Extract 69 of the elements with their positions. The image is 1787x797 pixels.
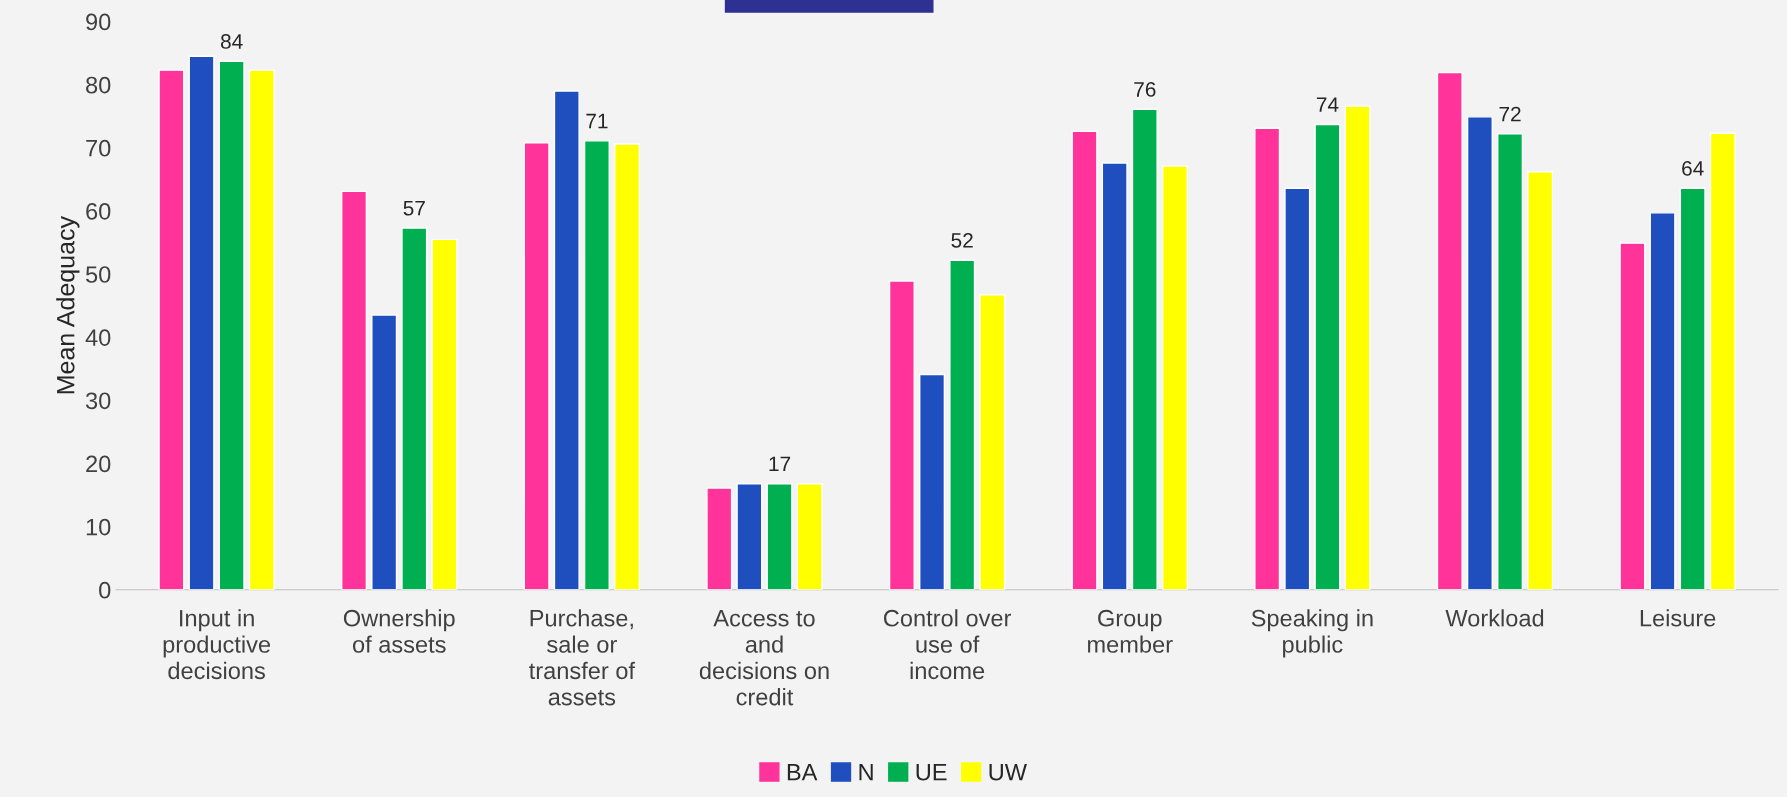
y-tick-label: 40 (85, 329, 111, 347)
data-label: 74 (1316, 97, 1339, 112)
bar (1101, 162, 1128, 590)
y-tick-label: 50 (85, 266, 111, 283)
bar (188, 55, 215, 590)
x-tick-label: Input in productive decisions (163, 609, 271, 680)
data-label: 52 (951, 232, 973, 248)
bar (1679, 187, 1706, 590)
legend-label: UE (916, 764, 947, 781)
y-tick-label: 90 (86, 13, 111, 31)
bar (1254, 127, 1281, 590)
bar (1071, 130, 1098, 590)
bar (1497, 133, 1524, 590)
x-tick-label: Leisure (1640, 609, 1716, 627)
legend-label: UW (989, 764, 1027, 781)
bar (1161, 165, 1188, 590)
bar (523, 142, 550, 590)
y-tick-label: 60 (86, 203, 111, 220)
x-tick-label: Speaking in public (1251, 609, 1373, 658)
x-tick-label: Access to and decisions on credit (699, 610, 829, 706)
bar (583, 140, 610, 590)
bar (1344, 105, 1371, 590)
bar (158, 69, 185, 590)
y-tick-label: 10 (86, 518, 111, 536)
bar (1709, 132, 1736, 590)
data-label: 64 (1682, 161, 1704, 176)
x-tick-label: Group member (1088, 609, 1173, 653)
bar (431, 238, 458, 590)
data-label: 57 (403, 201, 425, 216)
y-axis-title: Mean Adequacy (56, 216, 80, 394)
x-tick-label: Ownership of assets (343, 609, 455, 653)
bar (1466, 116, 1493, 590)
bar (218, 60, 245, 590)
bar (1314, 123, 1341, 590)
y-tick-label: 20 (86, 455, 111, 473)
data-label: 84 (220, 34, 243, 49)
bar (248, 69, 275, 590)
bar (796, 483, 823, 590)
bar (1527, 171, 1554, 590)
bar (614, 143, 641, 590)
bar (706, 487, 733, 590)
bar (1131, 108, 1158, 590)
bar (1436, 71, 1463, 590)
data-label: 71 (586, 113, 608, 129)
x-tick-label: Workload (1445, 609, 1544, 627)
bar (979, 294, 1006, 590)
y-tick-label: 0 (99, 581, 111, 599)
bar (888, 280, 915, 590)
bar (949, 259, 976, 590)
y-tick-label: 70 (86, 139, 111, 157)
y-tick-label: 80 (86, 76, 111, 94)
bar (919, 373, 946, 590)
x-tick-label: Control over use of income (884, 609, 1012, 680)
x-tick-label: Purchase, sale or transfer of assets (529, 609, 636, 706)
legend-label: N (859, 764, 873, 781)
data-label: 72 (1499, 106, 1521, 122)
bar (1649, 212, 1676, 590)
data-label: 17 (769, 456, 791, 472)
bar (401, 227, 428, 590)
bar (1284, 187, 1311, 590)
bar (341, 190, 368, 590)
legend-label: BA (787, 764, 818, 781)
bar (1619, 242, 1646, 590)
bar (371, 314, 398, 590)
bar (553, 90, 580, 590)
data-label: 76 (1134, 82, 1156, 97)
bar (736, 483, 763, 590)
y-tick-label: 30 (85, 392, 111, 410)
bar (766, 483, 793, 590)
